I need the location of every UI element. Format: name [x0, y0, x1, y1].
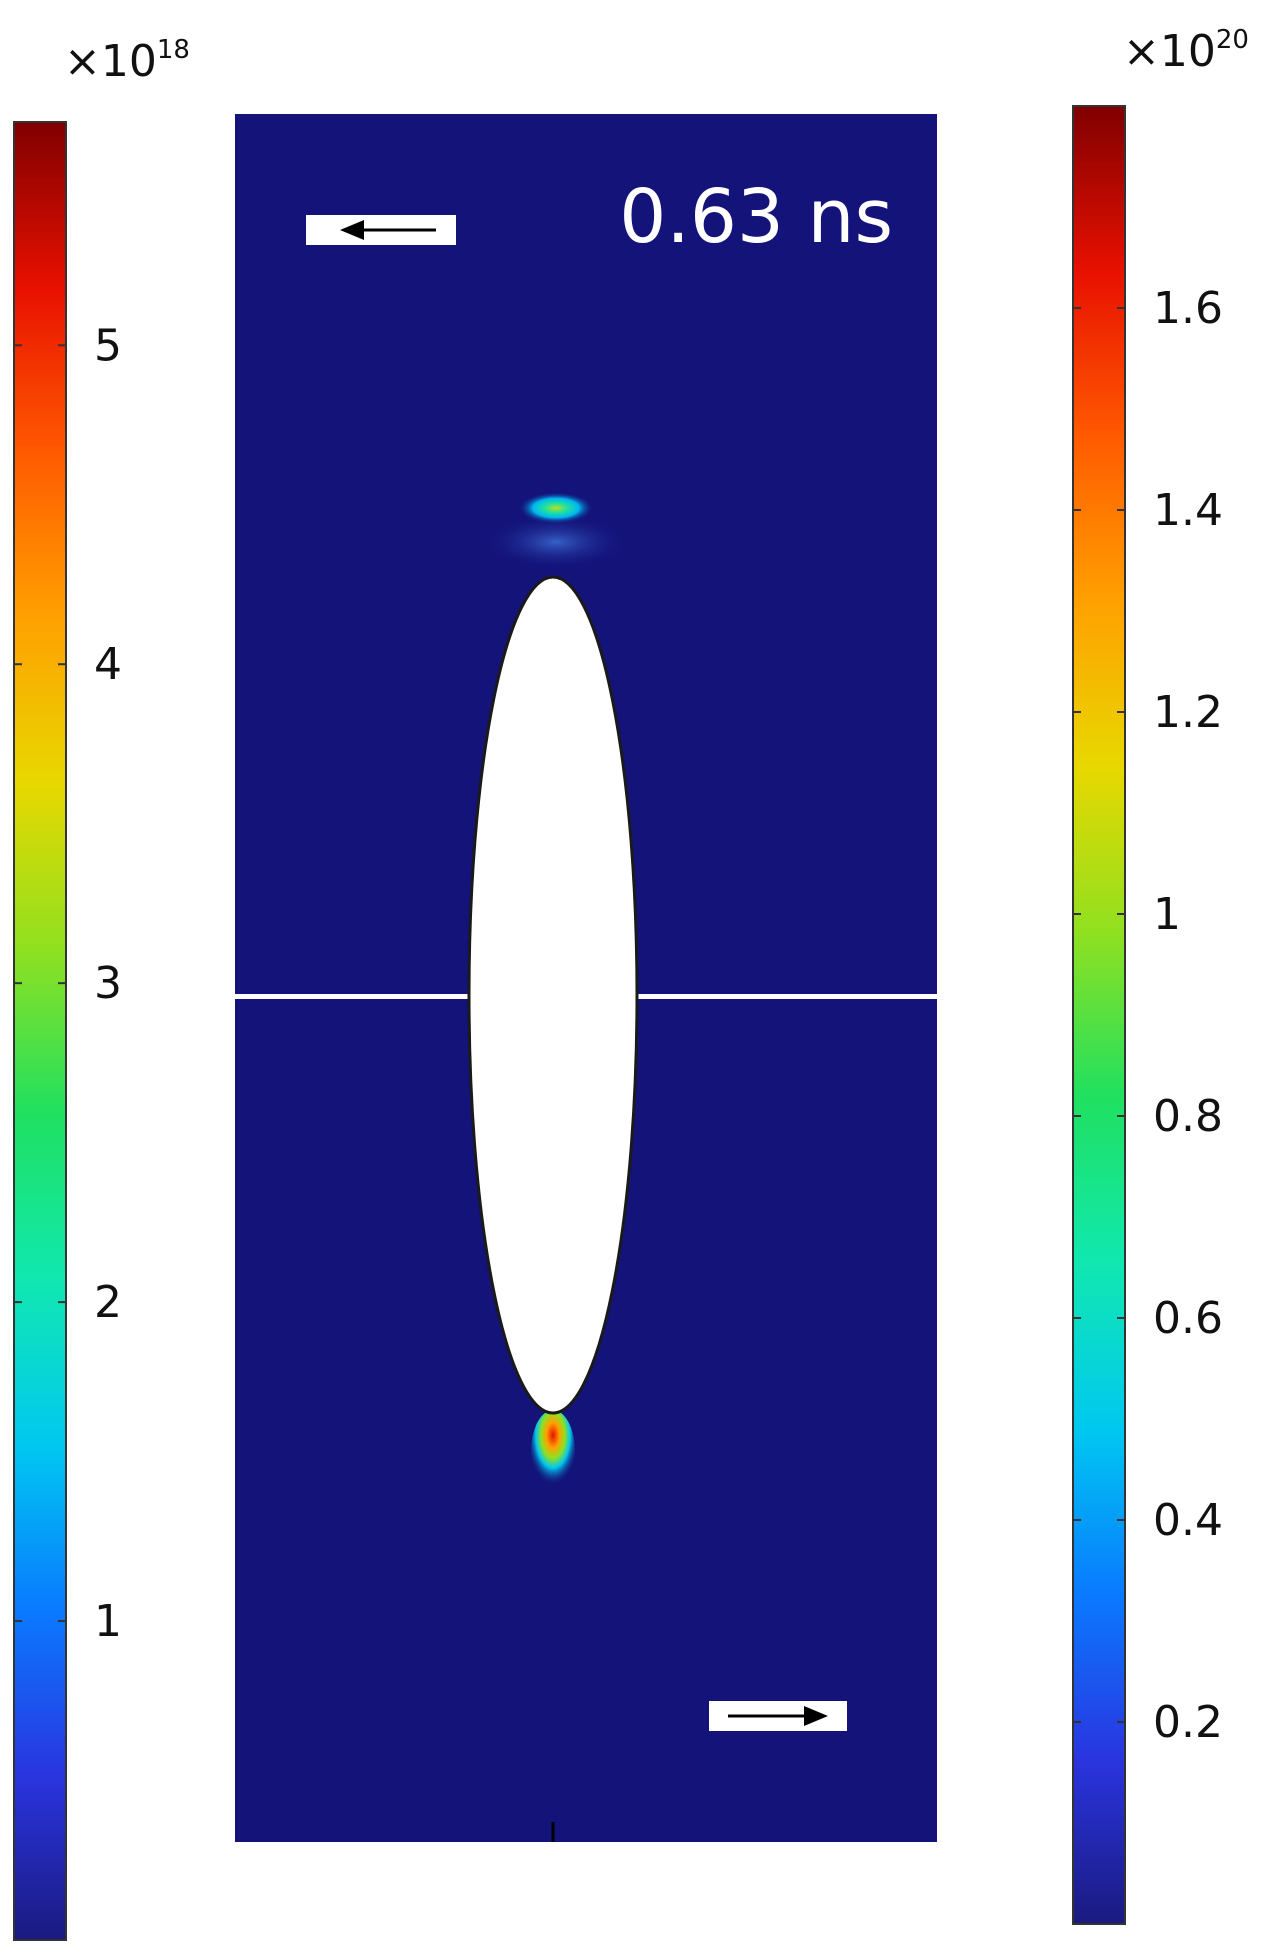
- left-colorbar-ticks: 1 2 3 4 5: [14, 320, 122, 1647]
- top-halo: [482, 514, 630, 570]
- left-colorbar-multiplier: ×1018: [64, 35, 190, 87]
- right-colorbar-ticks: 0.2 0.4 0.6 0.8 1 1.2 1.4 1.6: [1073, 283, 1223, 1748]
- simulation-field: 0.63 ns: [235, 114, 937, 1842]
- right-colorbar: 0.2 0.4 0.6 0.8 1 1.2 1.4 1.6 ×1020: [1072, 25, 1249, 1925]
- right-colorbar-bar: [1072, 105, 1126, 1925]
- time-annotation: 0.63 ns: [619, 174, 893, 260]
- left-colorbar-bar: [13, 121, 67, 1941]
- right-colorbar-tick-label-6: 1.4: [1153, 485, 1223, 536]
- left-colorbar-tick-label-4: 5: [94, 320, 122, 371]
- bottom-hot-spot: [531, 1410, 575, 1494]
- left-colorbar-tick-label-0: 1: [94, 1596, 122, 1647]
- right-colorbar-tick-label-4: 1: [1153, 889, 1181, 940]
- arrow-left-head-icon: [340, 220, 364, 240]
- top-left-arrow-indicator: [306, 215, 456, 245]
- right-colorbar-tick-label-0: 0.2: [1153, 1697, 1223, 1748]
- right-colorbar-multiplier: ×1020: [1123, 25, 1249, 77]
- right-colorbar-tick-label-2: 0.6: [1153, 1293, 1223, 1344]
- left-colorbar-tick-label-3: 4: [94, 639, 122, 690]
- arrow-right-head-icon: [804, 1706, 828, 1726]
- left-colorbar-tick-label-2: 3: [94, 958, 122, 1009]
- right-colorbar-tick-label-7: 1.6: [1153, 283, 1223, 334]
- bottom-right-arrow-indicator: [709, 1701, 847, 1731]
- elliptical-void: [467, 575, 639, 1415]
- top-hot-spot: [518, 492, 594, 524]
- right-colorbar-tick-label-5: 1.2: [1153, 687, 1223, 738]
- left-colorbar-tick-label-1: 2: [94, 1277, 122, 1328]
- right-colorbar-tick-label-1: 0.4: [1153, 1495, 1223, 1546]
- left-colorbar: 1 2 3 4 5 ×1018: [13, 35, 190, 1941]
- right-colorbar-tick-label-3: 0.8: [1153, 1091, 1223, 1142]
